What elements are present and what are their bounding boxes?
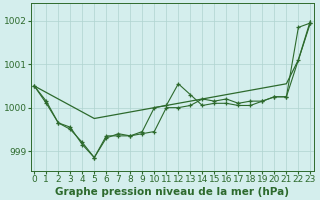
X-axis label: Graphe pression niveau de la mer (hPa): Graphe pression niveau de la mer (hPa) <box>55 187 289 197</box>
